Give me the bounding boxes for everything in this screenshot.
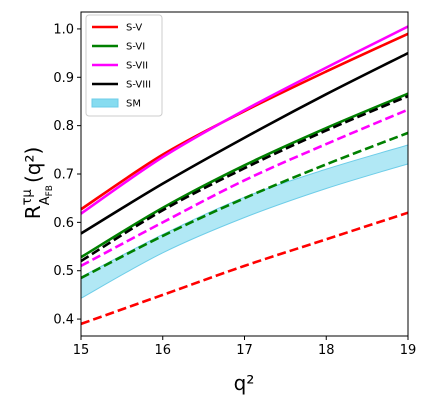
- y-tick-label: 0.5: [53, 264, 74, 279]
- legend-label: S-VIII: [126, 80, 151, 91]
- series-line-dashed-6: [80, 131, 409, 280]
- legend-label: S-VI: [126, 42, 145, 53]
- legend-box: [85, 14, 163, 117]
- y-tick-label: 0.9: [53, 71, 74, 86]
- legend-label: S-VII: [126, 61, 148, 72]
- legend-label: SM: [126, 99, 141, 110]
- y-tick-label: 0.4: [53, 313, 74, 328]
- y-tick-label: 0.8: [53, 119, 74, 134]
- series-line-dashed-7: [80, 211, 409, 326]
- series-layer: [80, 25, 409, 326]
- x-axis-label: q²: [234, 371, 255, 395]
- x-axis-ticks: 15 16 17 18 19: [73, 336, 417, 358]
- series-line-dashed-5: [80, 108, 409, 268]
- x-tick-label: 19: [400, 343, 417, 358]
- y-axis-label-sub: A: [38, 196, 53, 205]
- y-axis-ticks: 0.4 0.5 0.6 0.7 0.8 0.9 1.0: [53, 22, 81, 328]
- y-tick-label: 1.0: [53, 22, 74, 37]
- x-tick-label: 15: [73, 343, 90, 358]
- y-axis-label-arg: (q²): [21, 147, 45, 183]
- x-tick-label: 18: [318, 343, 335, 358]
- legend-label: S-V: [126, 23, 142, 34]
- y-axis-label: Rτμ AFB(q²): [20, 147, 55, 220]
- x-tick-label: 16: [154, 343, 171, 358]
- x-tick-label: 17: [236, 343, 253, 358]
- series-line-s-viii: [80, 51, 409, 235]
- series-line-s-vii: [80, 25, 409, 215]
- legend-swatch: [91, 98, 119, 108]
- y-axis-label-main: R: [21, 205, 45, 219]
- y-axis-label-subsub: FB: [45, 185, 55, 196]
- series-line-dashed-4: [80, 94, 409, 263]
- y-axis-label-sup: τμ: [20, 189, 35, 205]
- legend: S-V S-VI S-VII S-VIII SM: [85, 14, 163, 117]
- series-line-s-vi: [80, 92, 409, 259]
- y-tick-label: 0.7: [53, 168, 74, 183]
- y-tick-label: 0.6: [53, 216, 74, 231]
